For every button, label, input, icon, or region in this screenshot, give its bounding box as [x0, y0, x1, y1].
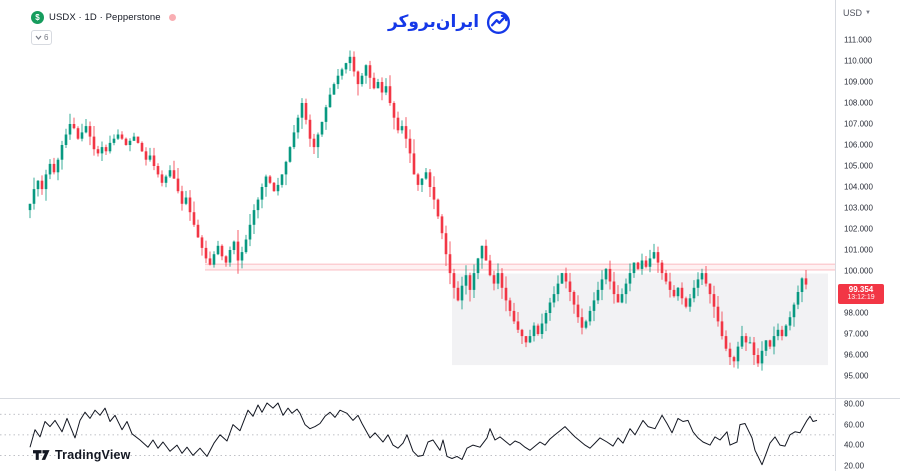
- price-tick-label: 104.000: [844, 182, 873, 192]
- price-tick-label: 107.000: [844, 119, 873, 129]
- symbol-logo-icon: $: [31, 10, 44, 24]
- price-tick-label: 109.000: [844, 77, 873, 87]
- indicator-tick-label: 80.00: [844, 399, 865, 409]
- currency-selector[interactable]: USD ▼: [843, 8, 871, 18]
- price-tick-label: 105.000: [844, 161, 873, 171]
- price-axis[interactable]: USD ▼ 111.000 110.000 109.000 108.000 107.00…: [836, 0, 900, 471]
- candlestick-series: [28, 50, 808, 371]
- indicators-collapse-button[interactable]: 6: [31, 30, 53, 45]
- market-status-icon[interactable]: [168, 13, 176, 21]
- indicator-pane: [0, 402, 835, 466]
- price-tick-label: 111.000: [844, 35, 872, 45]
- iranbroker-logo-icon: [487, 10, 511, 35]
- chevron-down-icon: [35, 35, 42, 40]
- price-tick-label: 101.000: [844, 245, 873, 255]
- price-tick-label: 103.000: [844, 203, 873, 213]
- indicator-tick-label: 20.00: [844, 461, 865, 471]
- iranbroker-logo-text: ایران‌بروکر: [387, 12, 480, 32]
- current-price-badge: 99.354 13:12:19: [838, 283, 884, 304]
- iranbroker-logo: ایران‌بروکر: [388, 9, 512, 36]
- symbol-legend[interactable]: $ USDX · 1D · Pepperstone: [31, 9, 176, 25]
- price-tick-label: 98.000: [844, 308, 869, 318]
- price-tick-label: 97.000: [844, 329, 869, 339]
- bar-countdown: 13:12:19: [847, 293, 875, 301]
- currency-label: USD: [843, 8, 863, 18]
- chevron-down-icon: ▼: [865, 10, 871, 16]
- tradingview-logo-text: TradingView: [55, 448, 131, 462]
- price-tick-label: 100.000: [844, 266, 873, 276]
- tradingview-logo[interactable]: TradingView: [33, 448, 131, 462]
- indicator-line: [29, 402, 818, 466]
- current-price: 99.354: [848, 284, 874, 294]
- consolidation-box-drawing[interactable]: [452, 273, 828, 366]
- indicator-tick-label: 60.00: [844, 420, 865, 430]
- collapse-count: 6: [44, 33, 49, 42]
- price-tick-label: 102.000: [844, 224, 873, 234]
- price-tick-label: 108.000: [844, 98, 873, 108]
- price-tick-label: 106.000: [844, 140, 873, 150]
- tradingview-logo-icon: [33, 450, 50, 460]
- resistance-zone-drawing[interactable]: [205, 263, 836, 271]
- indicator-tick-label: 40.00: [844, 440, 865, 450]
- symbol-title: USDX · 1D · Pepperstone: [49, 11, 161, 23]
- price-tick-label: 96.000: [844, 350, 869, 360]
- price-tick-label: 95.000: [844, 371, 869, 381]
- price-tick-label: 110.000: [844, 56, 873, 66]
